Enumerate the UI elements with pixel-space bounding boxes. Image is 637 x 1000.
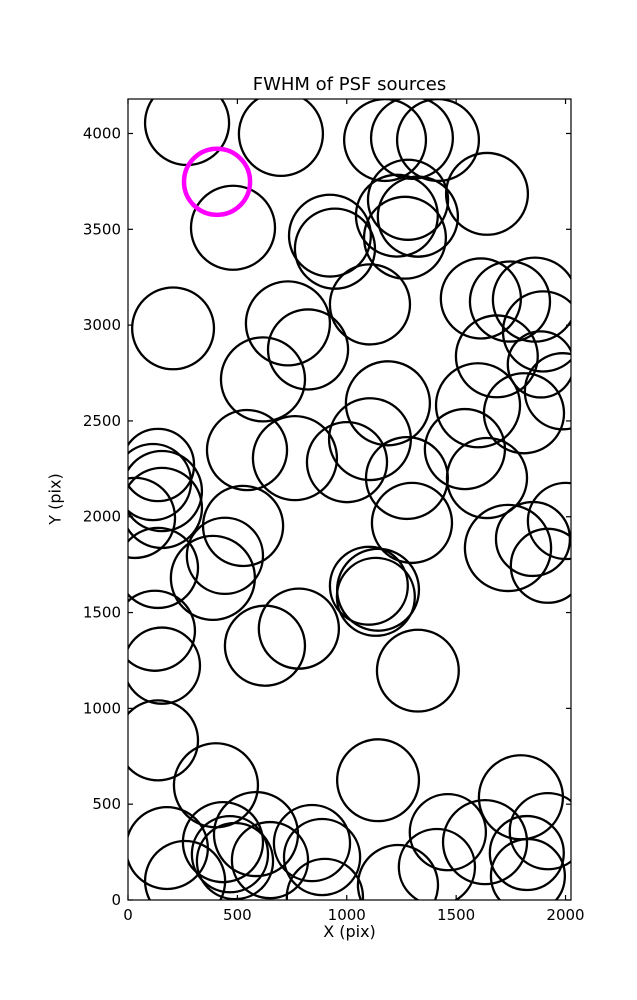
psf-source-circle	[219, 336, 307, 423]
y-tick-label: 4000	[83, 124, 121, 142]
psf-source-circle	[370, 481, 454, 565]
psf-source-circle	[468, 260, 552, 343]
psf-source-circle	[445, 436, 529, 520]
psf-source-circle	[354, 173, 439, 258]
psf-source-circle	[434, 362, 522, 449]
psf-source-circle	[205, 408, 289, 492]
psf-source-circle	[244, 280, 332, 367]
psf-source-circle	[375, 628, 460, 713]
y-tick-label: 3000	[83, 316, 121, 334]
y-tick-label: 2000	[83, 508, 121, 526]
psf-source-circle	[366, 158, 450, 241]
psf-source-circle	[128, 427, 196, 503]
x-tick-label: 1500	[437, 906, 475, 924]
x-tick-label: 1000	[328, 906, 366, 924]
psf-circles-layer	[128, 99, 571, 900]
psf-source-circle	[488, 814, 565, 892]
psf-source-circle	[305, 420, 389, 504]
axes-frame	[127, 98, 572, 901]
y-tick-label: 1000	[83, 699, 121, 717]
psf-source-circle	[285, 857, 365, 900]
psf-source-circle	[509, 527, 571, 604]
psf-source-circle	[444, 151, 530, 236]
psf-source-circle	[131, 286, 216, 371]
psf-source-circle	[195, 821, 275, 900]
psf-source-circle	[128, 626, 202, 705]
psf-source-circle	[128, 589, 197, 672]
psf-source-circle	[328, 263, 412, 346]
psf-source-circle	[477, 754, 565, 841]
psf-source-circle	[508, 792, 571, 871]
x-tick-label: 0	[123, 906, 133, 924]
psf-source-circle	[328, 545, 409, 626]
psf-source-circle	[257, 587, 341, 670]
psf-source-circle	[463, 503, 553, 593]
psf-source-circle	[362, 195, 448, 280]
psf-source-circle	[189, 184, 277, 271]
psf-source-circle	[344, 360, 432, 447]
psf-source-circle	[526, 481, 571, 561]
psf-source-circle	[489, 837, 567, 900]
psf-source-circle	[501, 290, 571, 373]
y-tick-label: 1500	[83, 604, 121, 622]
psf-source-circle	[128, 699, 200, 782]
psf-source-circle	[201, 484, 285, 568]
psf-source-circle	[128, 476, 177, 560]
highlighted-psf-circle	[181, 146, 253, 218]
psf-source-circle	[185, 516, 265, 596]
axes-layer	[127, 98, 572, 901]
y-tick-label: 500	[92, 795, 121, 813]
psf-source-circle	[506, 330, 571, 399]
x-tick-label: 500	[223, 906, 252, 924]
psf-source-circle	[128, 806, 209, 891]
psf-source-circle	[408, 792, 488, 872]
psf-source-circle	[441, 798, 529, 886]
psf-source-circle	[272, 803, 352, 883]
psf-source-circle	[282, 817, 362, 897]
psf-source-circle	[266, 308, 350, 391]
psf-source-circle	[335, 556, 416, 637]
psf-source-circle	[454, 314, 539, 399]
psf-source-circle	[423, 407, 507, 491]
psf-source-circle	[128, 526, 200, 610]
psf-source-circle	[356, 843, 440, 900]
chart-title: FWHM of PSF sources	[252, 74, 447, 95]
y-tick-label: 0	[111, 891, 121, 909]
psf-source-circle	[223, 604, 307, 687]
psf-source-circle	[523, 352, 571, 431]
psf-source-circle	[287, 193, 372, 278]
psf-source-circle	[143, 99, 231, 167]
x-tick-label: 2000	[546, 906, 584, 924]
psf-source-circle	[482, 372, 566, 455]
y-tick-label: 2500	[83, 412, 121, 430]
psf-source-circle	[251, 414, 339, 502]
psf-source-circle	[128, 449, 204, 533]
tick-label-layer: 0 500 1000 1500 2000 0 500 1000 1500 2000 2500 3000…	[83, 124, 585, 924]
psf-source-circle	[397, 827, 477, 900]
x-axis-label: X (pix)	[323, 922, 376, 941]
psf-source-circle	[293, 207, 377, 290]
psf-source-circle	[327, 397, 413, 482]
psf-source-circle	[181, 800, 265, 884]
psf-source-circle	[190, 814, 270, 894]
psf-source-circle	[172, 742, 260, 829]
psf-source-circle	[230, 820, 310, 900]
psf-source-circle	[439, 257, 523, 340]
psf-source-circle	[237, 99, 325, 178]
psf-source-circle	[369, 99, 455, 180]
y-tick-label: 3500	[83, 220, 121, 238]
psf-source-circle	[169, 534, 257, 622]
psf-source-circle	[376, 175, 460, 258]
psf-source-circle	[335, 738, 421, 823]
